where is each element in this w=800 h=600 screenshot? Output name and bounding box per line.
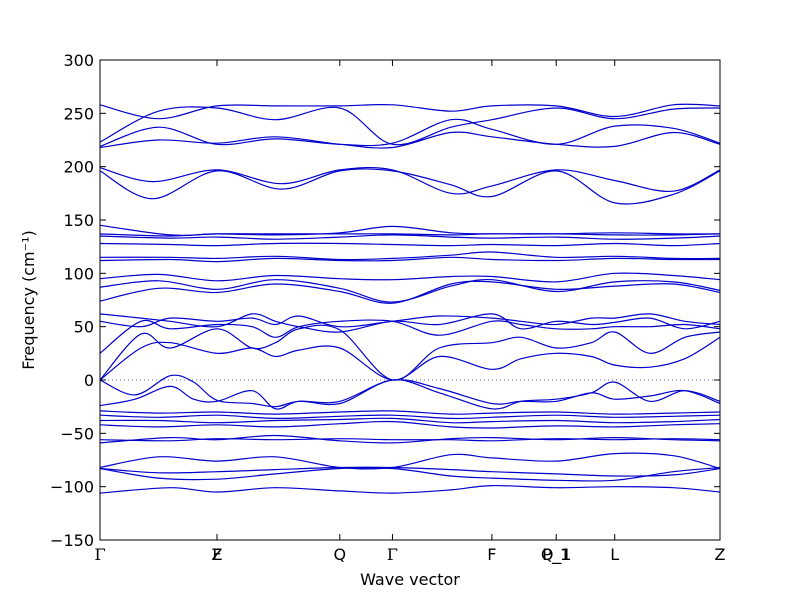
y-tick-label: 200 [63, 158, 94, 177]
x-tick-label: Z [715, 545, 726, 564]
band-line [99, 278, 721, 303]
band-line [99, 256, 721, 263]
band-line [99, 319, 721, 354]
y-tick-label: 250 [63, 104, 94, 123]
band-line [99, 106, 721, 146]
plot-frame [99, 59, 721, 541]
x-tick-label: Z [211, 545, 222, 564]
x-tick-label: Γ [387, 545, 398, 564]
band-line [99, 234, 721, 240]
band-line [99, 280, 721, 304]
y-tick-label: −50 [60, 424, 94, 443]
band-line [99, 452, 721, 470]
band-line [99, 410, 721, 415]
band-line [99, 224, 721, 236]
band-line [99, 414, 721, 420]
band-line [99, 324, 721, 381]
band-line [99, 466, 721, 482]
band-lines [99, 103, 721, 494]
x-tick-label: P_1 [542, 545, 570, 565]
band-line [99, 103, 721, 120]
band-line [99, 168, 721, 205]
y-tick-label: −150 [50, 531, 94, 550]
x-tick-label: F [212, 545, 221, 564]
x-tick-label: Q [334, 545, 347, 564]
y-tick-label: 50 [74, 318, 94, 337]
y-tick-label: 150 [63, 211, 94, 230]
band-line [99, 417, 721, 424]
band-line [99, 379, 721, 410]
x-tick-label: Γ [94, 545, 105, 564]
x-tick-label: L [610, 545, 619, 564]
x-tick-label: F [487, 545, 496, 564]
y-tick-label: 100 [63, 264, 94, 283]
x-axis: Γ ZF Q Γ F P_1Q_1 L Z [94, 60, 726, 565]
band-line [99, 313, 721, 333]
band-line [99, 438, 721, 442]
y-tick-label: 300 [63, 51, 94, 70]
band-line [99, 166, 721, 195]
band-line [99, 420, 721, 429]
band-line [99, 242, 721, 247]
band-line [99, 313, 721, 328]
band-line [99, 251, 721, 261]
x-axis-title: Wave vector [360, 570, 460, 589]
band-line [99, 336, 721, 381]
band-line [99, 118, 721, 147]
band-line [99, 272, 721, 283]
band-line [99, 466, 721, 477]
plot-border [99, 59, 721, 541]
y-axis-title: Frequency (cm⁻¹) [19, 230, 38, 369]
band-line [99, 484, 721, 494]
y-axis: −150 −100 −50 0 50 100 150 200 250 300 [50, 51, 720, 550]
y-tick-label: −100 [50, 478, 94, 497]
x-tick-label: Q_1 [541, 545, 572, 565]
y-tick-label: 0 [84, 371, 94, 390]
band-line [99, 131, 721, 149]
band-line [99, 434, 721, 444]
